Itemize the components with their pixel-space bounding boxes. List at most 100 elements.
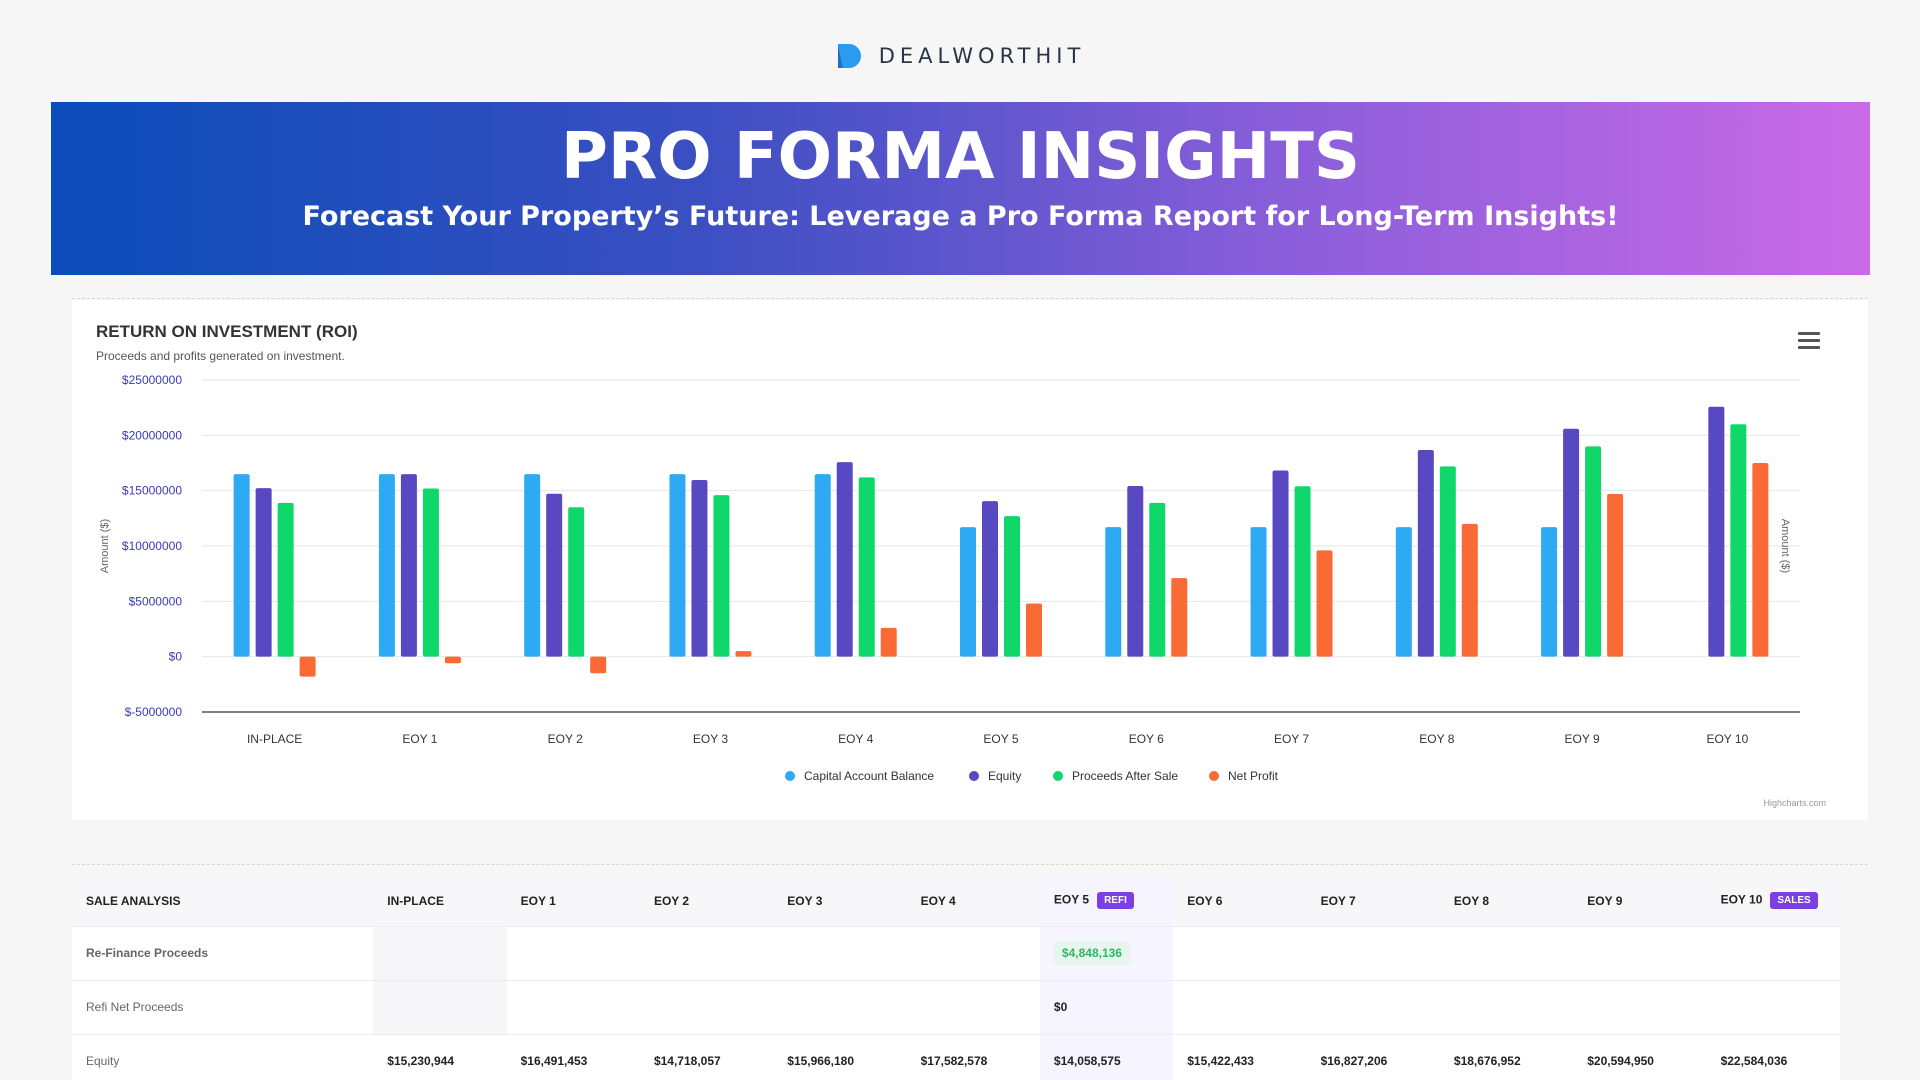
column-header-label: EOY 10 bbox=[1720, 892, 1763, 907]
legend-marker bbox=[785, 771, 795, 781]
x-tick-label: EOY 8 bbox=[1419, 732, 1454, 746]
bar-equity-eoy-3 bbox=[691, 479, 708, 657]
bar-capital-account-balance-eoy-1 bbox=[378, 474, 395, 657]
table-cell bbox=[906, 925, 1040, 980]
y-tick-label: $15000000 bbox=[122, 484, 182, 498]
table-cell: $16,491,453 bbox=[506, 1033, 640, 1080]
bar-capital-account-balance-eoy-6 bbox=[1105, 527, 1122, 657]
bar-equity-eoy-9 bbox=[1563, 428, 1580, 657]
bar-proceeds-after-sale-eoy-5 bbox=[1004, 516, 1020, 657]
legend-item: Capital Account Balance bbox=[804, 769, 934, 783]
roi-chart-panel: $25000000 $20000000 $15000000 $10000000 $500… bbox=[72, 300, 1868, 820]
roi-chart: $25000000 $20000000 $15000000 $10000000 $500… bbox=[99, 373, 1826, 808]
column-header: EOY 9 bbox=[1573, 876, 1707, 926]
bar-net-profit-eoy-8 bbox=[1461, 523, 1478, 657]
table-cell bbox=[639, 925, 774, 980]
bar-net-profit-eoy-10 bbox=[1752, 463, 1769, 657]
bar-capital-account-balance-eoy-5 bbox=[960, 527, 976, 657]
x-tick-label: EOY 2 bbox=[548, 732, 583, 746]
table-cell: $15,966,180 bbox=[773, 1033, 907, 1080]
row-label: Re-Finance Proceeds bbox=[72, 925, 374, 980]
table-cell: $4,848,136 bbox=[1039, 925, 1174, 980]
divider bbox=[72, 298, 1868, 299]
x-tick-label: EOY 10 bbox=[1706, 732, 1748, 746]
legend-marker bbox=[969, 771, 979, 781]
column-header-eoy5: EOY 5 REFI bbox=[1039, 876, 1174, 926]
table-cell bbox=[1306, 925, 1440, 980]
legend-item: Proceeds After Sale bbox=[1072, 769, 1178, 783]
brand-header: DEALWORTHIT bbox=[0, 40, 1920, 72]
bar-net-profit-in-place bbox=[299, 656, 316, 677]
chart-subtitle: Proceeds and profits generated on invest… bbox=[96, 349, 345, 363]
column-header: EOY 2 bbox=[639, 876, 774, 926]
legend-marker bbox=[1053, 771, 1063, 781]
table-cell: $17,582,578 bbox=[906, 1033, 1040, 1080]
chart-title: RETURN ON INVESTMENT (ROI) bbox=[96, 322, 358, 341]
table-cell bbox=[906, 979, 1040, 1034]
y-axis-title-right: Amount ($) bbox=[1779, 519, 1791, 573]
table-cell bbox=[773, 925, 907, 980]
table-cell: $20,594,950 bbox=[1573, 1033, 1707, 1080]
table-cell bbox=[373, 925, 507, 980]
brand-name: DEALWORTHIT bbox=[878, 44, 1086, 68]
table-cell: $14,058,575 bbox=[1039, 1033, 1174, 1080]
y-tick-label: $5000000 bbox=[129, 594, 183, 608]
bar-equity-eoy-6 bbox=[1127, 485, 1144, 657]
table-cell bbox=[373, 979, 507, 1034]
bar-net-profit-eoy-3 bbox=[735, 651, 752, 657]
table-cell bbox=[1706, 979, 1840, 1034]
bar-equity-in-place bbox=[255, 488, 272, 657]
bar-proceeds-after-sale-eoy-2 bbox=[568, 507, 585, 657]
table-cell: $14,718,057 bbox=[639, 1033, 774, 1080]
bar-capital-account-balance-eoy-8 bbox=[1395, 527, 1412, 657]
banner-title: PRO FORMA INSIGHTS bbox=[561, 120, 1360, 194]
hamburger-menu-icon[interactable] bbox=[1798, 332, 1820, 352]
x-tick-label: EOY 3 bbox=[693, 732, 728, 746]
bar-capital-account-balance-eoy-2 bbox=[524, 474, 541, 657]
column-header: EOY 6 bbox=[1173, 876, 1307, 926]
table-row: Re-Finance Proceeds $4,848,136 bbox=[72, 925, 1840, 980]
x-tick-label: EOY 1 bbox=[402, 732, 437, 746]
bar-proceeds-after-sale-eoy-8 bbox=[1439, 466, 1456, 657]
bar-net-profit-eoy-6 bbox=[1171, 578, 1188, 657]
y-tick-label: $25000000 bbox=[122, 373, 182, 387]
bar-proceeds-after-sale-eoy-6 bbox=[1149, 502, 1166, 657]
bar-net-profit-eoy-2 bbox=[590, 656, 607, 674]
bar-equity-eoy-1 bbox=[400, 474, 417, 657]
column-header: EOY 4 bbox=[906, 876, 1040, 926]
row-label: Refi Net Proceeds bbox=[72, 979, 374, 1034]
bar-proceeds-after-sale-eoy-1 bbox=[422, 488, 439, 657]
legend-marker bbox=[1209, 771, 1219, 781]
table-cell bbox=[1439, 979, 1574, 1034]
bar-equity-eoy-7 bbox=[1272, 470, 1289, 657]
table-cell bbox=[1306, 979, 1440, 1034]
bar-proceeds-after-sale-eoy-7 bbox=[1294, 486, 1311, 657]
column-header-eoy10: EOY 10 SALES bbox=[1706, 876, 1840, 926]
table-cell: $18,676,952 bbox=[1439, 1033, 1574, 1080]
sales-badge: SALES bbox=[1770, 892, 1818, 910]
table-cell bbox=[1573, 925, 1707, 980]
bar-net-profit-eoy-4 bbox=[880, 627, 897, 657]
bar-equity-eoy-5 bbox=[982, 501, 998, 657]
column-header: EOY 7 bbox=[1306, 876, 1440, 926]
bar-equity-eoy-2 bbox=[546, 493, 563, 657]
bar-proceeds-after-sale-eoy-4 bbox=[858, 477, 875, 657]
column-header: EOY 3 bbox=[773, 876, 907, 926]
column-header-sale-analysis: SALE ANALYSIS bbox=[72, 876, 374, 926]
sale-analysis-table: SALE ANALYSIS IN-PLACE EOY 1 EOY 2 EOY 3… bbox=[72, 876, 1840, 1080]
bar-proceeds-after-sale-eoy-3 bbox=[713, 495, 730, 657]
refi-net-value: $0 bbox=[1039, 979, 1174, 1034]
column-header: EOY 1 bbox=[506, 876, 640, 926]
bar-capital-account-balance-eoy-7 bbox=[1250, 527, 1267, 657]
table-cell bbox=[1173, 925, 1307, 980]
y-tick-label: $-5000000 bbox=[125, 705, 183, 719]
chart-credit: Highcharts.com bbox=[1763, 798, 1826, 808]
bar-net-profit-eoy-1 bbox=[444, 656, 461, 664]
bar-proceeds-after-sale-in-place bbox=[277, 502, 294, 657]
table-cell bbox=[1173, 979, 1307, 1034]
bar-capital-account-balance-eoy-9 bbox=[1541, 527, 1558, 657]
x-tick-label: EOY 7 bbox=[1274, 732, 1309, 746]
bar-equity-eoy-4 bbox=[836, 462, 853, 657]
bar-equity-eoy-8 bbox=[1417, 449, 1434, 657]
y-tick-label: $10000000 bbox=[122, 539, 182, 553]
